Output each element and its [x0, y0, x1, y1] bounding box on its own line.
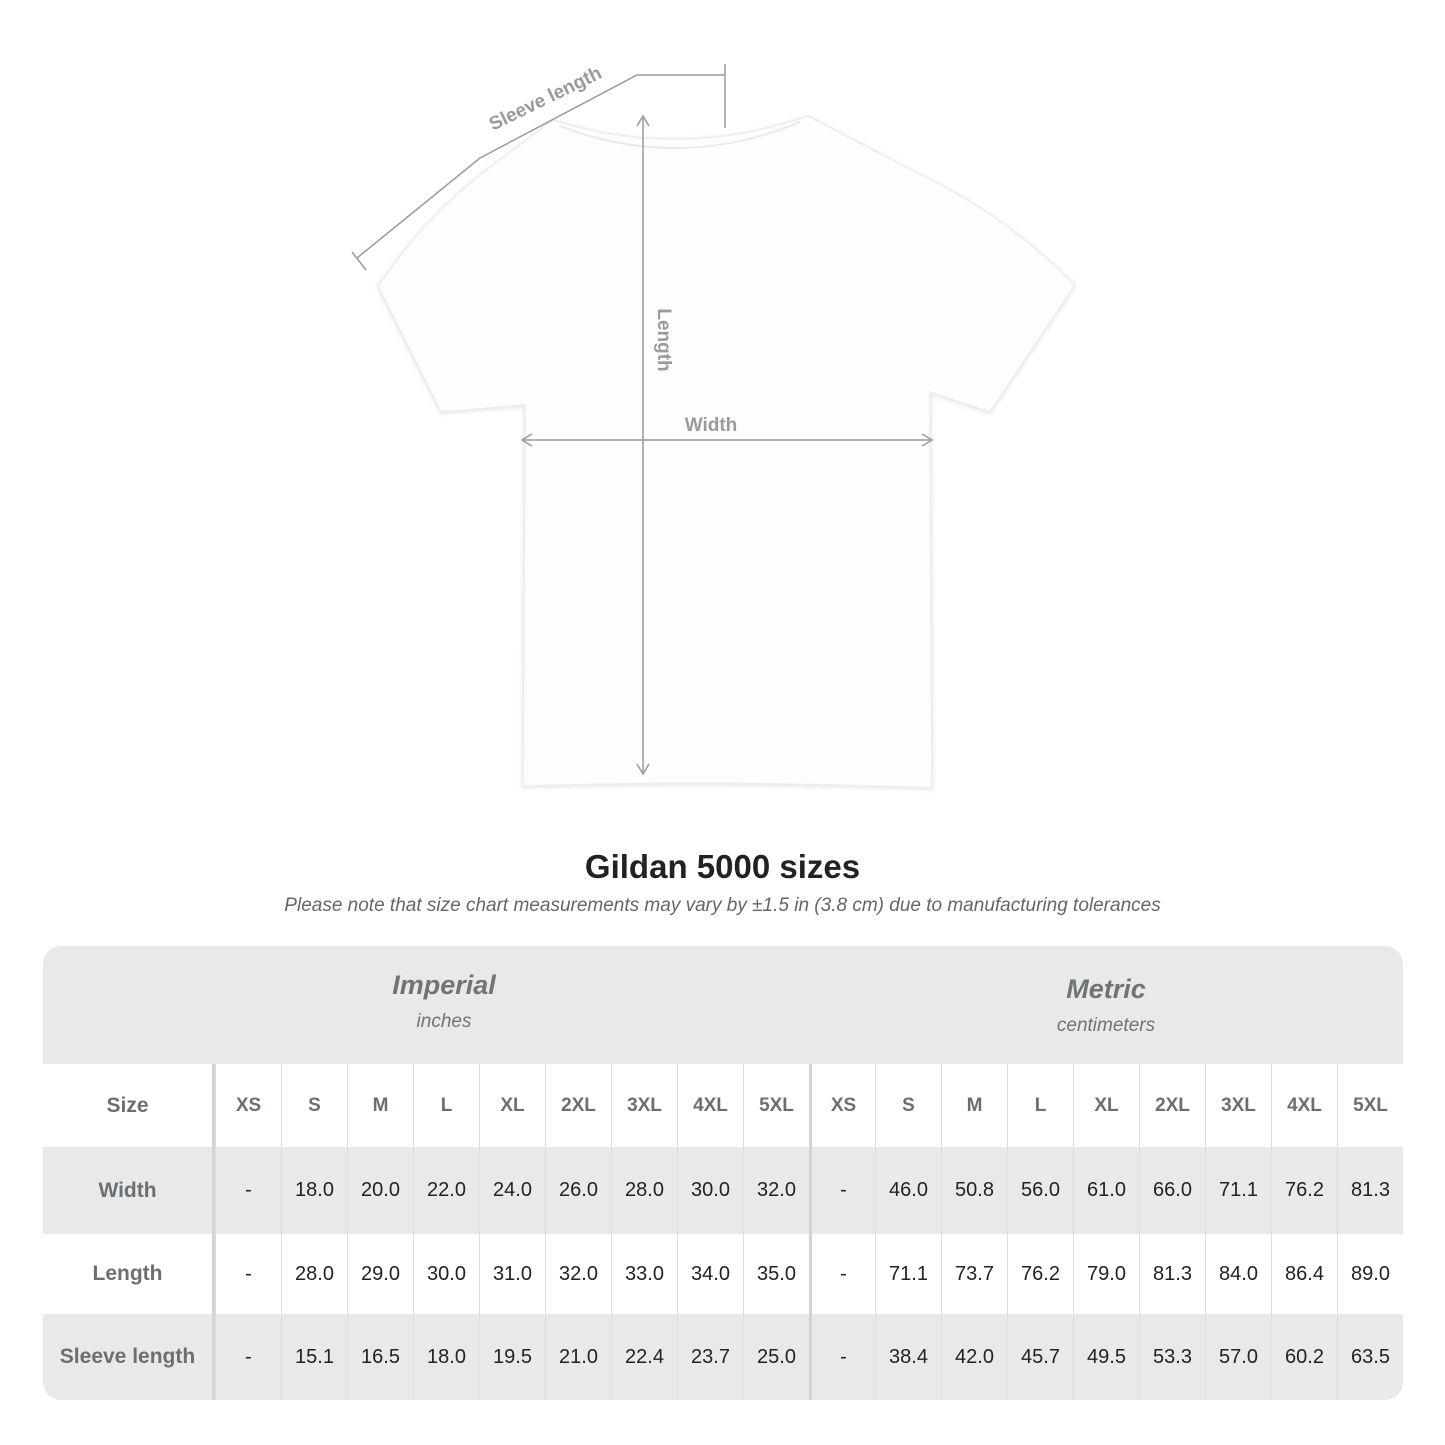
value-cell: 33.0 — [611, 1234, 677, 1314]
value-cell: 24.0 — [479, 1147, 545, 1234]
value-cell: 63.5 — [1337, 1314, 1403, 1400]
tshirt-shape — [377, 115, 1076, 789]
value-cell: 25.0 — [743, 1314, 809, 1400]
value-cell: 30.0 — [677, 1147, 743, 1234]
value-cell: 50.8 — [941, 1147, 1007, 1234]
unit-header: Imperial inches Metric centimeters — [43, 946, 1403, 1064]
size-header-cell: 2XL — [1139, 1064, 1205, 1147]
size-header-row: Size XS S M L XL 2XL 3XL 4XL 5XL XS S M L XL 2XL 3XL 4XL 5… — [43, 1064, 1403, 1147]
row-label: Width — [43, 1147, 215, 1234]
size-header-cell: XL — [1073, 1064, 1139, 1147]
value-cell: 32.0 — [545, 1234, 611, 1314]
value-cell: 76.2 — [1007, 1234, 1073, 1314]
imperial-unit: inches — [416, 1011, 472, 1032]
value-cell: 79.0 — [1073, 1234, 1139, 1314]
value-cell: 71.1 — [1205, 1147, 1271, 1234]
value-cell: 53.3 — [1139, 1314, 1205, 1400]
value-cell: - — [809, 1314, 875, 1400]
value-cell: 57.0 — [1205, 1314, 1271, 1400]
metric-label: Metric — [1066, 974, 1146, 1004]
size-header-cell: S — [281, 1064, 347, 1147]
value-cell: 21.0 — [545, 1314, 611, 1400]
value-cell: 22.4 — [611, 1314, 677, 1400]
value-cell: - — [215, 1147, 281, 1234]
table-row: Width -18.0 20.0 22.0 24.0 26.0 28.0 30.0 32.0-4… — [43, 1147, 1403, 1234]
row-label: Length — [43, 1234, 215, 1314]
width-label: Width — [685, 415, 738, 436]
value-cell: 18.0 — [281, 1147, 347, 1234]
size-table: Imperial inches Metric centimeters Size X… — [43, 946, 1403, 1400]
length-label: Length — [653, 308, 674, 371]
size-header-cell: 4XL — [677, 1064, 743, 1147]
size-header-cell: 3XL — [1205, 1064, 1271, 1147]
tshirt-measurement-diagram: Sleeve length Length Width — [351, 63, 1076, 789]
value-cell: 29.0 — [347, 1234, 413, 1314]
value-cell: 45.7 — [1007, 1314, 1073, 1400]
value-cell: 81.3 — [1337, 1147, 1403, 1234]
size-header-cell: 2XL — [545, 1064, 611, 1147]
value-cell: 89.0 — [1337, 1234, 1403, 1314]
value-cell: 66.0 — [1139, 1147, 1205, 1234]
imperial-label: Imperial — [392, 970, 496, 1000]
collar — [559, 121, 801, 149]
row-label: Sleeve length — [43, 1314, 215, 1400]
value-cell: 23.7 — [677, 1314, 743, 1400]
size-header-cell: XS — [809, 1064, 875, 1147]
size-header-cell: 3XL — [611, 1064, 677, 1147]
row-label: Size — [43, 1064, 215, 1147]
value-cell: 38.4 — [875, 1314, 941, 1400]
table-row: Sleeve length -15.1 16.5 18.0 19.5 21.0 22.4 23… — [43, 1314, 1403, 1400]
value-cell: - — [215, 1234, 281, 1314]
value-cell: 56.0 — [1007, 1147, 1073, 1234]
value-cell: 42.0 — [941, 1314, 1007, 1400]
value-cell: 15.1 — [281, 1314, 347, 1400]
size-header-cell: S — [875, 1064, 941, 1147]
tolerance-note: Please note that size chart measurements… — [284, 895, 1161, 916]
value-cell: 32.0 — [743, 1147, 809, 1234]
size-header-cell: L — [413, 1064, 479, 1147]
value-cell: 46.0 — [875, 1147, 941, 1234]
value-cell: 86.4 — [1271, 1234, 1337, 1314]
size-header-cell: 5XL — [743, 1064, 809, 1147]
imperial-header: Imperial inches — [215, 970, 673, 1033]
size-header-cell: M — [347, 1064, 413, 1147]
value-cell: 19.5 — [479, 1314, 545, 1400]
chart-title: Gildan 5000 sizes — [584, 848, 861, 885]
value-cell: 26.0 — [545, 1147, 611, 1234]
size-header-cell: XL — [479, 1064, 545, 1147]
value-cell: 73.7 — [941, 1234, 1007, 1314]
value-cell: 35.0 — [743, 1234, 809, 1314]
value-cell: 20.0 — [347, 1147, 413, 1234]
size-header-cell: L — [1007, 1064, 1073, 1147]
value-cell: 28.0 — [611, 1147, 677, 1234]
sleeve-length-line — [356, 74, 725, 259]
table-row: Length -28.0 29.0 30.0 31.0 32.0 33.0 34.0 35.0-… — [43, 1234, 1403, 1314]
sleeve-length-label: Sleeve length — [486, 63, 605, 136]
metric-header: Metric centimeters — [809, 974, 1403, 1037]
value-cell: 61.0 — [1073, 1147, 1139, 1234]
value-cell: 18.0 — [413, 1314, 479, 1400]
value-cell: 28.0 — [281, 1234, 347, 1314]
size-header-cell: XS — [215, 1064, 281, 1147]
value-cell: 60.2 — [1271, 1314, 1337, 1400]
metric-unit: centimeters — [1056, 1015, 1156, 1036]
measurement-lines — [351, 64, 934, 776]
value-cell: 84.0 — [1205, 1234, 1271, 1314]
value-cell: 16.5 — [347, 1314, 413, 1400]
value-cell: 81.3 — [1139, 1234, 1205, 1314]
value-cell: 71.1 — [875, 1234, 941, 1314]
value-cell: - — [809, 1147, 875, 1234]
value-cell: 22.0 — [413, 1147, 479, 1234]
size-header-cell: 5XL — [1337, 1064, 1403, 1147]
value-cell: 34.0 — [677, 1234, 743, 1314]
size-header-cell: M — [941, 1064, 1007, 1147]
size-header-cell: 4XL — [1271, 1064, 1337, 1147]
value-cell: - — [215, 1314, 281, 1400]
value-cell: - — [809, 1234, 875, 1314]
value-cell: 49.5 — [1073, 1314, 1139, 1400]
value-cell: 76.2 — [1271, 1147, 1337, 1234]
value-cell: 30.0 — [413, 1234, 479, 1314]
value-cell: 31.0 — [479, 1234, 545, 1314]
